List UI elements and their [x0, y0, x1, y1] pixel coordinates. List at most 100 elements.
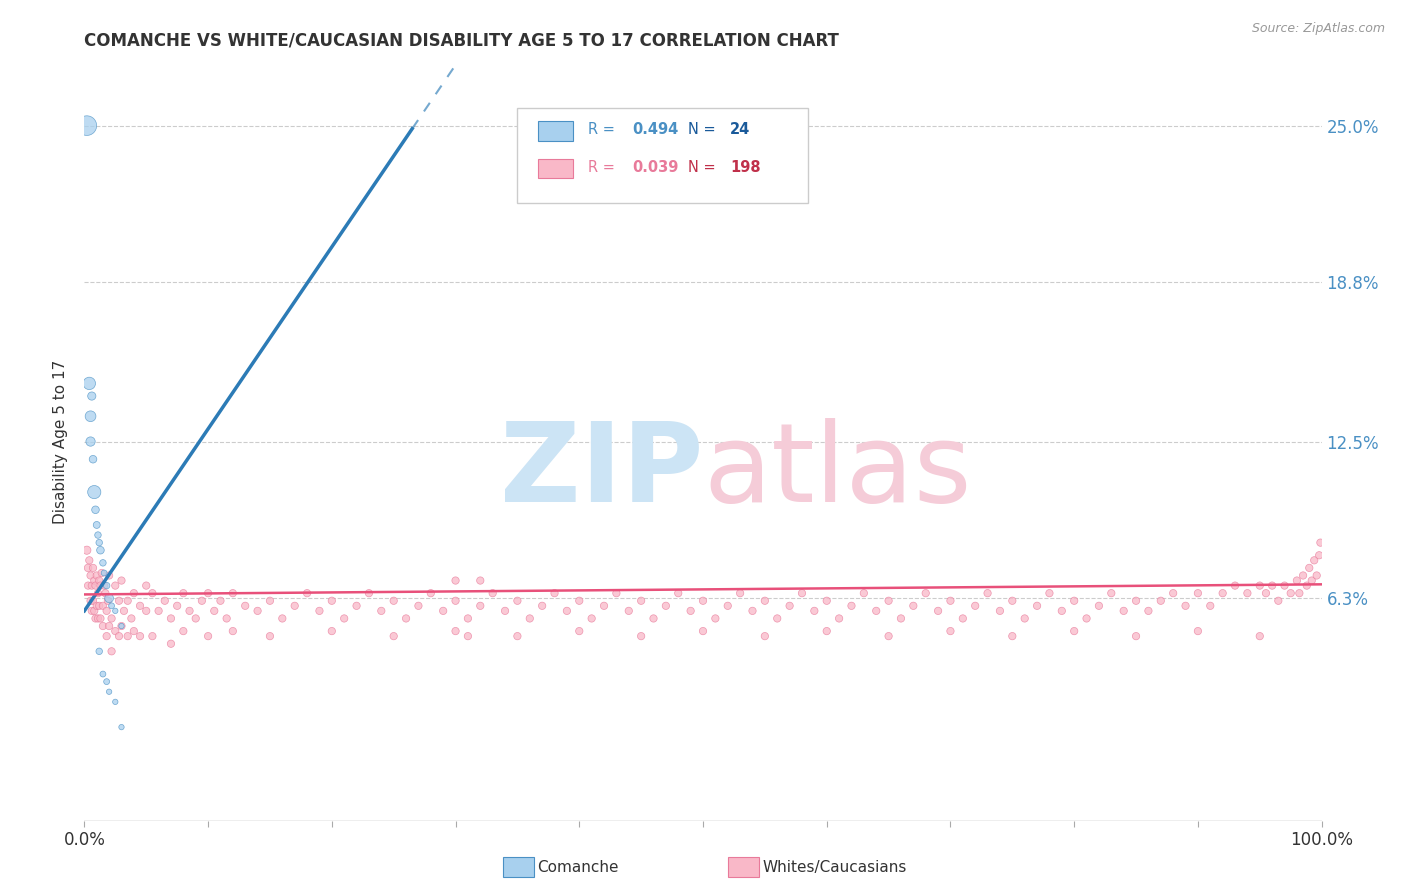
Point: [1099, 586, 1122, 600]
Point: [1288, 586, 1310, 600]
Point: [135, 579, 157, 593]
Point: [494, 604, 516, 618]
Bar: [538, 120, 574, 141]
Point: [79, 409, 101, 424]
Point: [197, 629, 219, 643]
Point: [91, 556, 114, 570]
Point: [1014, 611, 1036, 625]
Point: [1026, 599, 1049, 613]
Point: [86, 599, 108, 613]
Point: [90, 566, 112, 580]
Point: [1187, 586, 1209, 600]
Point: [1308, 548, 1330, 563]
Point: [94, 586, 117, 600]
Point: [96, 579, 118, 593]
Point: [82, 452, 104, 467]
Point: [568, 624, 591, 639]
Point: [1301, 574, 1323, 588]
Point: [617, 604, 640, 618]
Point: [717, 599, 740, 613]
Point: [1249, 579, 1271, 593]
Point: [166, 599, 188, 613]
Point: [153, 594, 176, 608]
Point: [271, 611, 294, 625]
Point: [112, 604, 135, 618]
Point: [803, 604, 825, 618]
Point: [1305, 568, 1327, 582]
Point: [1001, 629, 1024, 643]
Point: [197, 586, 219, 600]
Point: [79, 594, 101, 608]
Point: [117, 629, 139, 643]
Point: [160, 611, 183, 625]
Point: [122, 586, 145, 600]
Point: [728, 586, 751, 600]
Point: [86, 568, 108, 582]
Point: [89, 611, 111, 625]
Point: [179, 604, 201, 618]
Text: R =: R =: [588, 122, 620, 137]
Point: [1112, 604, 1135, 618]
Point: [89, 535, 111, 549]
Point: [108, 629, 131, 643]
Point: [79, 434, 101, 449]
Point: [82, 561, 104, 575]
Point: [77, 579, 100, 593]
Point: [100, 644, 122, 658]
Point: [692, 594, 714, 608]
Point: [1261, 579, 1284, 593]
Point: [1279, 586, 1302, 600]
Point: [1001, 594, 1024, 608]
Point: [914, 586, 936, 600]
Point: [704, 611, 727, 625]
Point: [79, 568, 101, 582]
Point: [766, 611, 789, 625]
Point: [104, 604, 127, 618]
Point: [89, 579, 111, 593]
Point: [108, 594, 131, 608]
Point: [91, 619, 114, 633]
Point: [1292, 568, 1315, 582]
Point: [1038, 586, 1060, 600]
Point: [1212, 586, 1234, 600]
Point: [259, 594, 281, 608]
Point: [83, 604, 105, 618]
Point: [408, 599, 430, 613]
Point: [506, 594, 529, 608]
Point: [233, 599, 256, 613]
Point: [129, 599, 152, 613]
Point: [98, 685, 121, 699]
Point: [815, 624, 838, 639]
Point: [295, 586, 318, 600]
Point: [903, 599, 925, 613]
Point: [692, 624, 714, 639]
Point: [1187, 624, 1209, 639]
Point: [877, 594, 900, 608]
Point: [1298, 561, 1320, 575]
Point: [79, 553, 101, 567]
Text: ZIP: ZIP: [499, 418, 703, 525]
Point: [666, 586, 689, 600]
Bar: [538, 159, 574, 178]
Point: [89, 599, 111, 613]
Point: [89, 574, 111, 588]
Point: [141, 629, 163, 643]
Point: [470, 599, 492, 613]
Point: [506, 629, 529, 643]
Point: [97, 594, 120, 608]
Point: [98, 568, 121, 582]
Point: [841, 599, 863, 613]
Point: [370, 604, 392, 618]
Point: [1161, 586, 1184, 600]
Text: COMANCHE VS WHITE/CAUCASIAN DISABILITY AGE 5 TO 17 CORRELATION CHART: COMANCHE VS WHITE/CAUCASIAN DISABILITY A…: [84, 32, 839, 50]
Point: [83, 574, 105, 588]
Point: [98, 619, 121, 633]
Point: [80, 604, 103, 618]
Point: [84, 503, 107, 517]
Point: [96, 629, 118, 643]
Point: [1236, 586, 1258, 600]
Point: [191, 594, 214, 608]
Point: [1274, 579, 1296, 593]
Point: [172, 586, 194, 600]
Point: [1050, 604, 1073, 618]
